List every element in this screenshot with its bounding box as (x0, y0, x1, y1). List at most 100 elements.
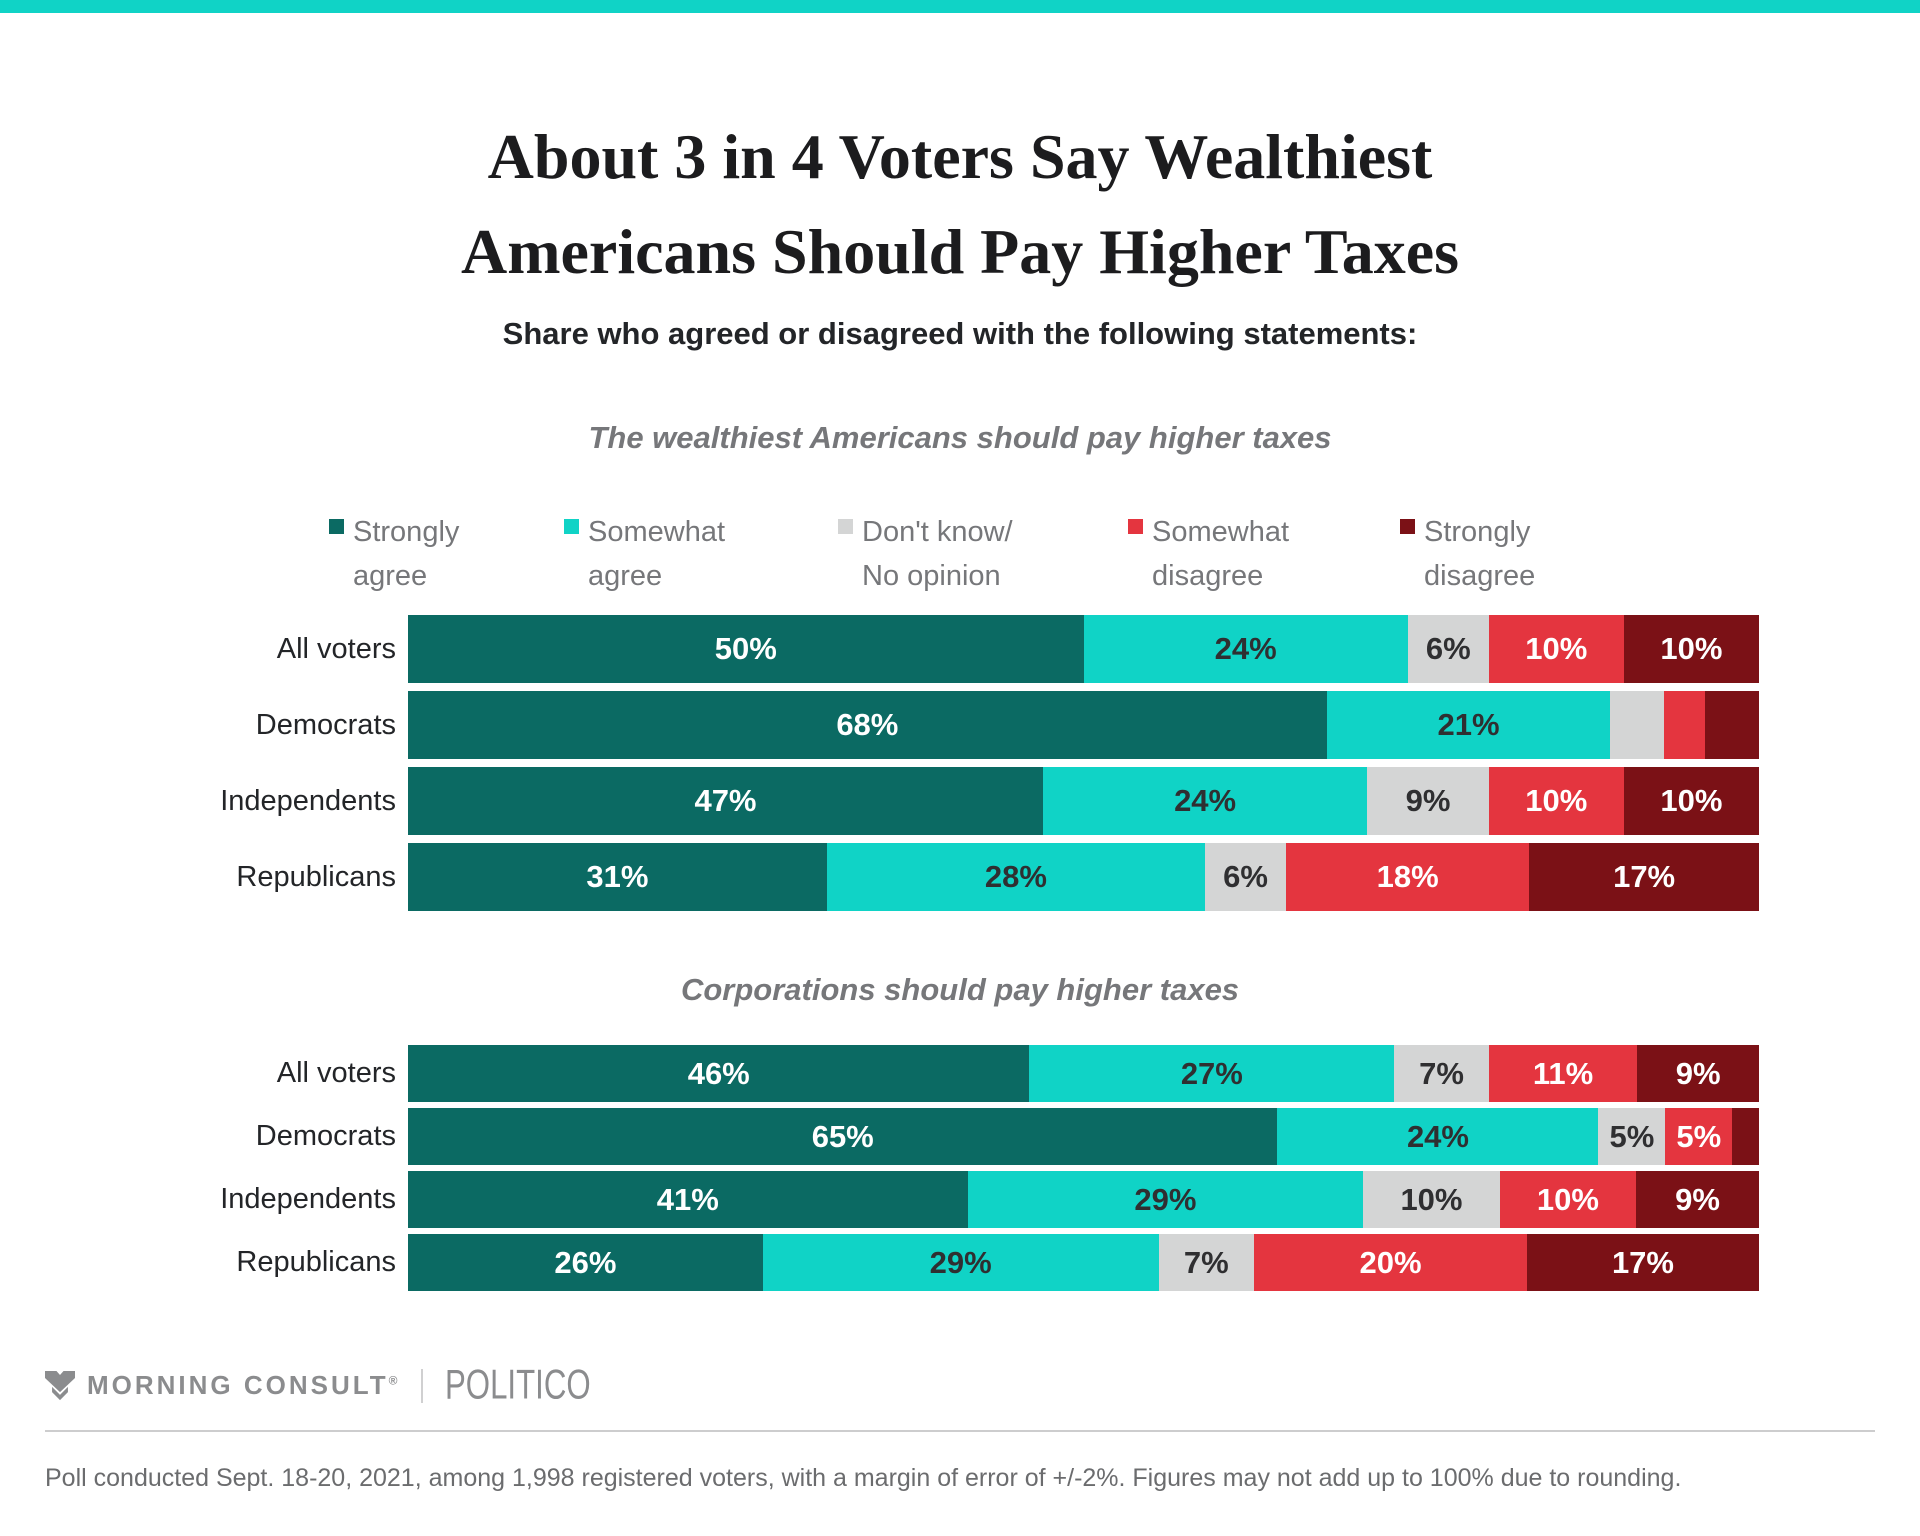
bar-segment: 41% (408, 1171, 968, 1228)
row-label: Independents (220, 785, 396, 817)
page-subtitle: Share who agreed or disagreed with the f… (502, 316, 1418, 351)
legend-swatch-icon (1400, 519, 1415, 534)
bar-segment: 6% (1205, 843, 1287, 911)
legend-label: Don't know/ No opinion (862, 516, 1013, 592)
legend-item: Somewhat agree (564, 510, 725, 598)
bar-segment: 46% (408, 1045, 1030, 1102)
value-label: 29% (929, 1244, 992, 1280)
value-label: 24% (1214, 631, 1277, 666)
row-label: Democrats (255, 709, 396, 741)
stacked-bar: 41% 29% 10% 10% 9% (408, 1171, 1759, 1228)
legend-swatch-icon (838, 519, 853, 534)
top-accent-bar (0, 0, 1920, 13)
value-label: 65% (811, 1118, 874, 1154)
stacked-bar: 47% 24% 9% 10% 10% (408, 767, 1759, 835)
morning-consult-wordmark: MORNING CONSULT® (87, 1370, 398, 1400)
footer-divider (45, 1430, 1875, 1432)
value-label: 18% (1376, 859, 1439, 894)
value-label: 10% (1660, 783, 1723, 818)
bar-segment: 31% (408, 843, 827, 911)
bar-segment: 20% (1254, 1234, 1527, 1291)
value-label: 47% (694, 783, 757, 818)
value-label: 17% (1613, 859, 1676, 894)
row-label: All voters (276, 1057, 396, 1089)
value-label: 9% (1675, 1055, 1721, 1091)
legend-label: Somewhat disagree (1152, 516, 1290, 592)
bar-segment: 17% (1526, 1234, 1759, 1291)
value-label: 50% (714, 631, 777, 666)
value-label: 27% (1180, 1055, 1243, 1091)
value-label: 5% (1676, 1118, 1722, 1154)
bar-segment: 5% (1598, 1108, 1666, 1165)
morning-consult-logo-icon (45, 1370, 75, 1400)
footer-brand-row: MORNING CONSULT® POLITICO (45, 1361, 632, 1409)
value-label: 21% (1437, 707, 1500, 742)
bar-segment: 9% (1367, 767, 1489, 835)
methodology-note: Poll conducted Sept. 18-20, 2021, among … (45, 1464, 1682, 1492)
bar-segment: 10% (1488, 767, 1624, 835)
bar-segment: 21% (1326, 691, 1611, 759)
legend-item: Don't know/ No opinion (838, 510, 1013, 598)
page-title-line2: Americans Should Pay Higher Taxes (460, 215, 1460, 287)
legend-item: Somewhat disagree (1128, 510, 1289, 598)
bar-segment: 68% (408, 691, 1327, 759)
stacked-bar: 46% 27% 7% 11% 9% (408, 1045, 1759, 1102)
value-label: 28% (984, 859, 1047, 894)
value-label: 9% (1405, 783, 1451, 818)
bar-segment: 10% (1488, 615, 1624, 683)
brand-separator (421, 1368, 424, 1403)
value-label: 7% (1419, 1055, 1464, 1091)
value-label: 10% (1525, 631, 1588, 666)
bar-segment: 24% (1042, 767, 1368, 835)
chart-statement-title: Corporations should pay higher taxes (680, 972, 1240, 1007)
legend-item: Strongly agree (329, 510, 459, 598)
bar-segment: 10% (1623, 767, 1759, 835)
page-title-line1: About 3 in 4 Voters Say Wealthiest (487, 120, 1433, 192)
bar-segment: 7% (1394, 1045, 1489, 1102)
legend-label: Strongly agree (353, 516, 460, 592)
value-label: 41% (656, 1181, 719, 1217)
value-label: 7% (1183, 1244, 1229, 1280)
bar-segment: 9% (1637, 1045, 1759, 1102)
value-label: 46% (687, 1055, 750, 1091)
page-title: About 3 in 4 Voters Say Wealthiest Americ… (0, 109, 1920, 299)
value-label: 17% (1611, 1244, 1674, 1280)
value-label: 6% (1223, 859, 1268, 894)
value-label: 26% (554, 1244, 617, 1280)
bar-segment (1664, 691, 1705, 759)
bar-segment: 26% (408, 1234, 763, 1291)
bar-segment: 47% (408, 767, 1043, 835)
value-label: 24% (1174, 783, 1237, 818)
legend-swatch-icon (1128, 519, 1143, 534)
bar-segment: 50% (408, 615, 1084, 683)
value-label: 10% (1525, 783, 1588, 818)
bar-segment (1610, 691, 1665, 759)
legend-swatch-icon (329, 519, 344, 534)
chart-statement-title: The wealthiest Americans should pay high… (588, 420, 1332, 455)
bar-segment: 29% (762, 1234, 1159, 1291)
bar-segment: 9% (1636, 1171, 1759, 1228)
bar-segment: 11% (1488, 1045, 1638, 1102)
row-label: Democrats (255, 1120, 396, 1152)
value-label: 29% (1134, 1181, 1197, 1217)
politico-wordmark: POLITICO (445, 1361, 592, 1409)
value-label: 10% (1400, 1181, 1463, 1217)
value-label: 6% (1425, 631, 1471, 666)
bar-segment: 7% (1158, 1234, 1255, 1291)
legend-item: Strongly disagree (1400, 510, 1535, 598)
value-label: 24% (1406, 1118, 1469, 1154)
bar-segment: 10% (1499, 1171, 1637, 1228)
bar-segment: 65% (408, 1108, 1278, 1165)
bar-segment: 10% (1363, 1171, 1500, 1228)
bar-segment: 5% (1665, 1108, 1733, 1165)
bar-segment: 24% (1277, 1108, 1599, 1165)
value-label: 20% (1359, 1244, 1422, 1280)
bar-segment: 28% (826, 843, 1206, 911)
registered-mark: ® (388, 1373, 398, 1388)
row-label: Republicans (236, 861, 396, 893)
legend-label: Strongly disagree (1424, 516, 1536, 592)
legend-label: Somewhat agree (588, 516, 726, 592)
value-label: 31% (586, 859, 649, 894)
row-label: Republicans (236, 1246, 396, 1278)
stacked-bar: 68% 21% (408, 691, 1759, 759)
